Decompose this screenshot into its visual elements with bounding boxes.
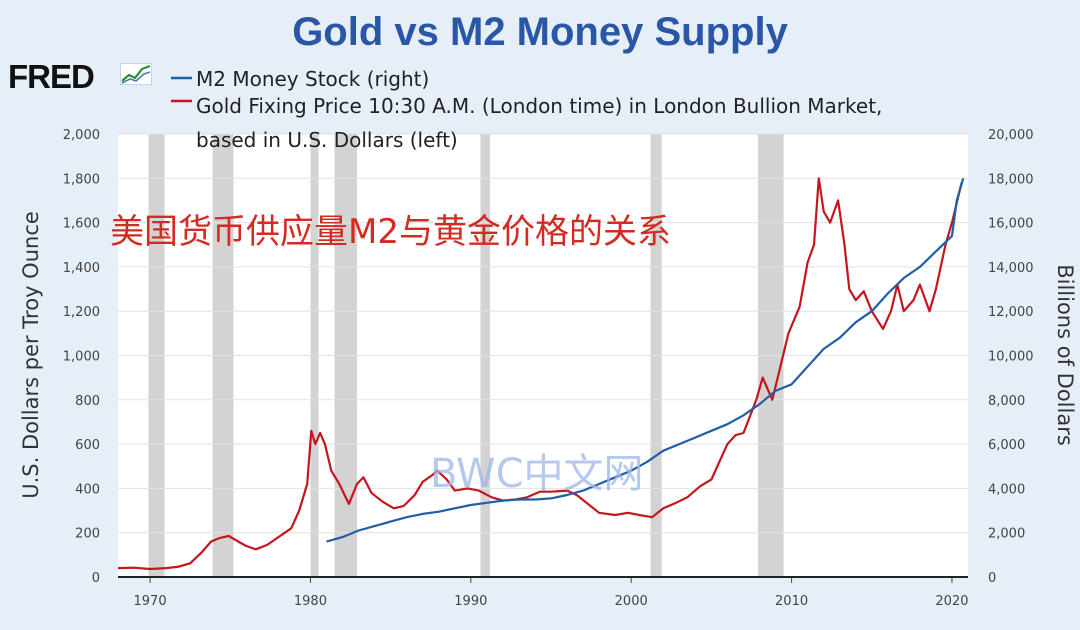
left-axis-ticks: 0 200 400 600 800 1,000 1,200 1,400 1,600 1,800 2,… [63,128,100,586]
right-tick-label: 0 [988,571,996,586]
x-axis-ticks: 1970 1980 1990 2000 2010 2020 [134,577,969,609]
legend-gold-label-line2: based in U.S. Dollars (left) [196,128,458,152]
right-axis-label: Billions of Dollars [1053,264,1077,446]
gridlines [118,133,968,534]
x-tick-label: 1970 [134,594,167,609]
left-tick-label: 0 [92,571,100,586]
overlay-caption: 美国货币供应量M2与黄金价格的关系 [110,212,671,252]
right-tick-label: 4,000 [988,482,1025,497]
right-tick-label: 14,000 [988,261,1034,276]
legend: M2 Money Stock (right) Gold Fixing Price… [171,67,882,152]
legend-m2-label: M2 Money Stock (right) [196,67,429,91]
chart-line-icon [120,63,152,85]
chart-title: Gold vs M2 Money Supply [292,10,788,54]
left-tick-label: 1,200 [63,305,100,320]
x-tick-label: 2020 [935,594,968,609]
right-tick-label: 10,000 [988,350,1034,365]
right-axis-ticks: 0 2,000 4,000 6,000 8,000 10,000 12,000 14,000 1… [988,128,1034,586]
series-line-gold [117,177,963,571]
x-tick-label: 2010 [775,594,808,609]
x-tick-label: 1980 [294,594,327,609]
left-axis-label: U.S. Dollars per Troy Ounce [19,211,43,499]
x-tick-label: 1990 [454,594,487,609]
right-tick-label: 20,000 [988,128,1034,143]
left-tick-label: 400 [75,482,100,497]
left-tick-label: 2,000 [63,128,100,143]
left-tick-label: 1,000 [63,350,100,365]
left-tick-label: 1,600 [63,217,100,232]
series-line-m2 [326,177,965,543]
left-tick-label: 200 [75,527,100,542]
left-tick-label: 1,400 [63,261,100,276]
legend-gold-label-line1: Gold Fixing Price 10:30 A.M. (London tim… [196,94,882,118]
left-tick-label: 600 [75,438,100,453]
left-tick-label: 1,800 [63,172,100,187]
x-tick-label: 2000 [615,594,648,609]
right-tick-label: 6,000 [988,438,1025,453]
right-tick-label: 8,000 [988,394,1025,409]
left-tick-label: 800 [75,394,100,409]
watermark: BWC中文网 [430,451,644,497]
right-tick-label: 18,000 [988,172,1034,187]
right-tick-label: 12,000 [988,305,1034,320]
series-lines [117,177,965,571]
right-tick-label: 16,000 [988,217,1034,232]
fred-logo: FRED [8,58,95,95]
right-tick-label: 2,000 [988,527,1025,542]
